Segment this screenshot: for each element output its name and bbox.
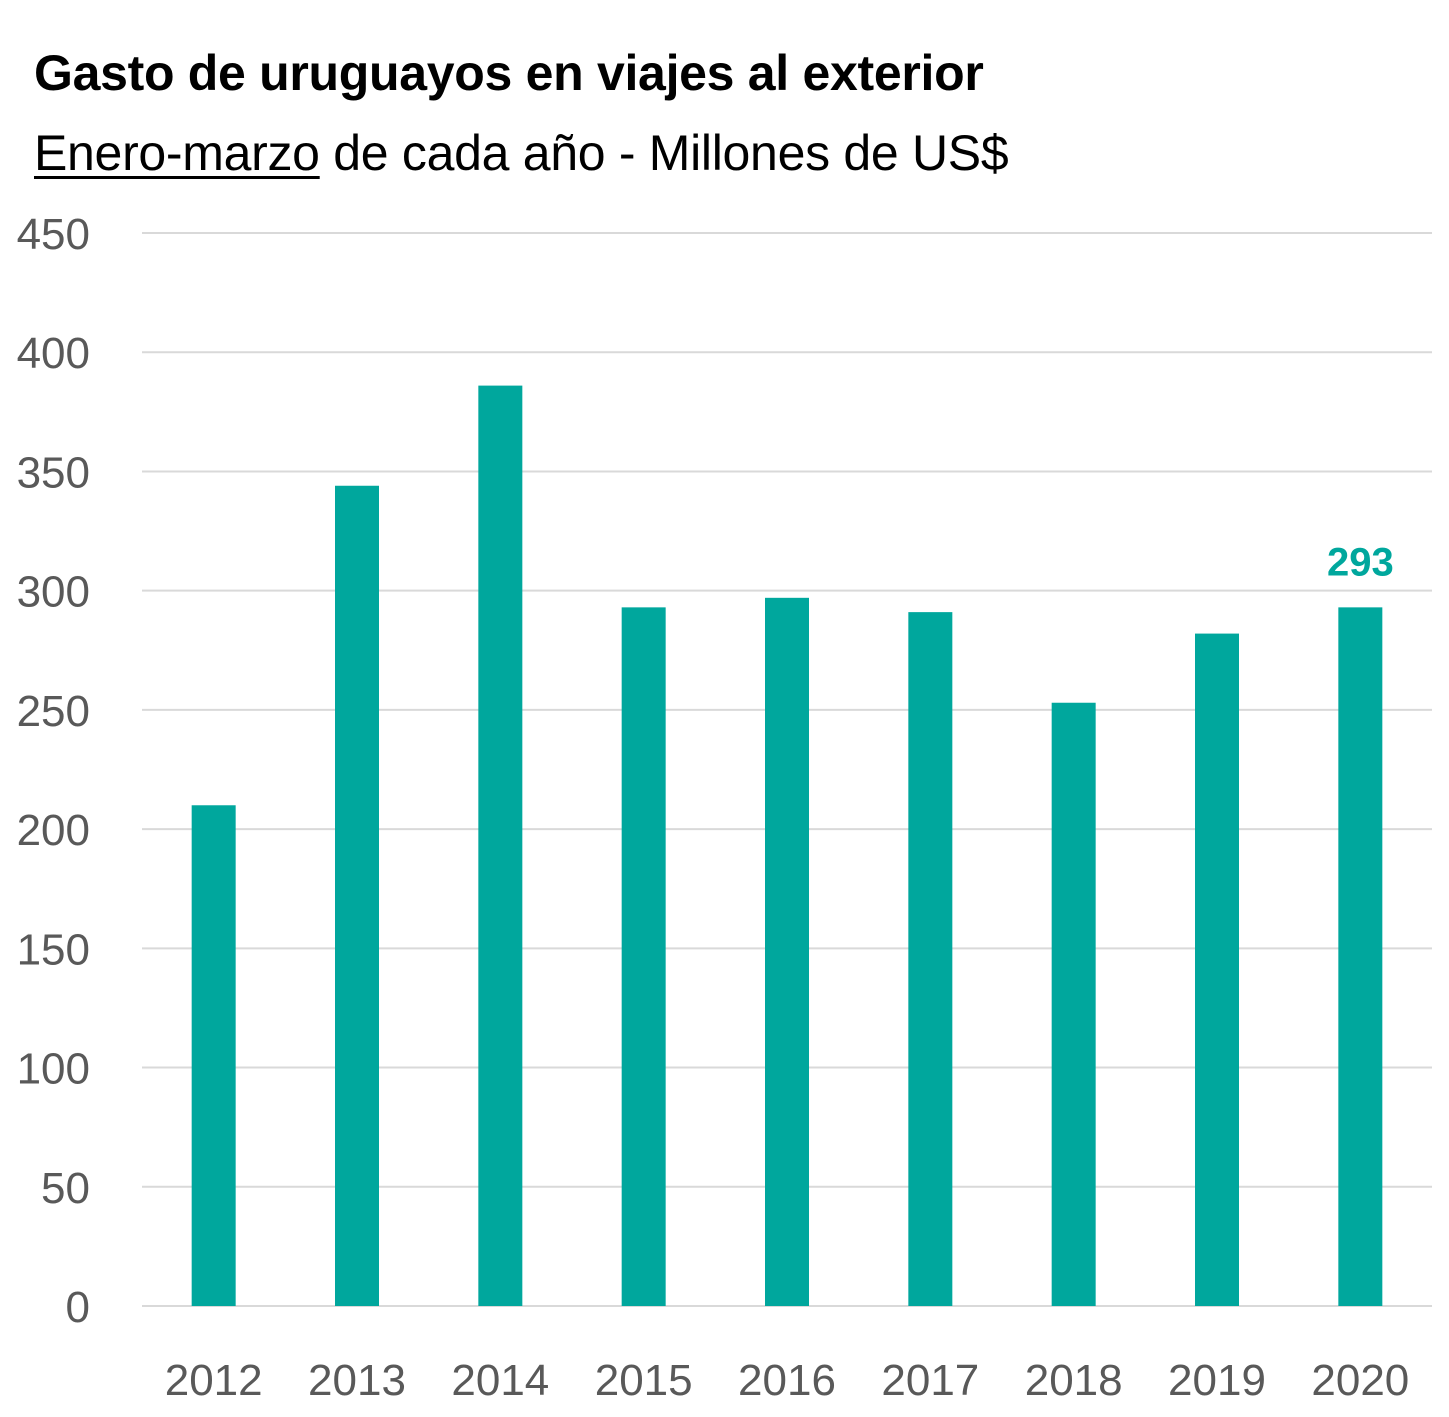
y-tick-label: 100 [17,1045,90,1094]
x-tick-label: 2014 [451,1356,549,1405]
subtitle-period: Enero-marzo [34,125,320,181]
bar-2016 [765,597,809,1306]
y-tick-label: 150 [17,925,90,974]
bar-2018 [1051,702,1096,1306]
x-tick-label: 2012 [165,1356,263,1405]
chart-subtitle: Enero-marzo de cada año - Millones de US… [34,124,1009,182]
subtitle-units: de cada año - Millones de US$ [319,125,1009,181]
y-tick-label: 300 [17,568,90,617]
bar-2014 [478,385,523,1306]
x-tick-label: 2018 [1025,1356,1123,1405]
y-tick-label: 350 [17,448,90,497]
x-tick-label: 2016 [738,1356,836,1405]
y-tick-label: 50 [41,1164,90,1213]
x-tick-label: 2020 [1311,1356,1409,1405]
y-tick-label: 200 [17,806,90,855]
chart-title: Gasto de uruguayos en viajes al exterior [34,45,984,101]
y-tick-label: 0 [66,1283,90,1332]
y-tick-label: 250 [17,687,90,736]
x-tick-label: 2019 [1168,1356,1266,1405]
bar-2012 [191,805,236,1306]
x-tick-label: 2013 [308,1356,406,1405]
y-tick-label: 450 [17,210,90,259]
bar-2013 [335,485,379,1306]
bar-2017 [908,612,953,1306]
bar-2015 [621,607,666,1306]
data-label: 293 [1327,540,1394,584]
bar-2020 [1338,607,1383,1306]
y-tick-label: 400 [17,329,90,378]
bar-2019 [1195,633,1239,1306]
x-tick-label: 2015 [595,1356,693,1405]
x-tick-label: 2017 [881,1356,979,1405]
